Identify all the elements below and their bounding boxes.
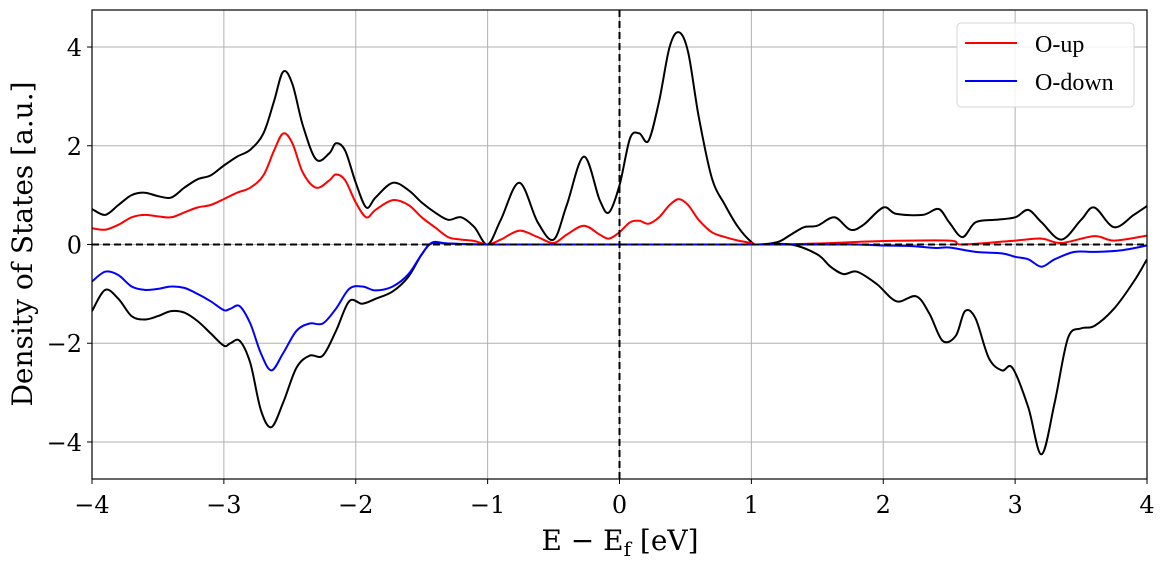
x-tick-label: −4 xyxy=(74,491,109,519)
series-line-o-down xyxy=(92,240,1147,372)
reference-lines xyxy=(92,10,1147,479)
y-tick-label: −2 xyxy=(47,330,82,358)
y-tick-label: 4 xyxy=(67,34,82,62)
y-tick-label: 2 xyxy=(67,133,82,161)
x-tick-label: −2 xyxy=(338,491,373,519)
series-line-total-up xyxy=(92,31,1147,246)
x-tick-label: 4 xyxy=(1139,491,1154,519)
x-tick-label: 3 xyxy=(1007,491,1022,519)
y-axis-label: Density of States [a.u.] xyxy=(6,81,39,406)
x-axis-label: E − Ef [eV] xyxy=(541,524,698,561)
legend-label-o-up: O-up xyxy=(1035,32,1084,58)
x-tick-label: 0 xyxy=(612,491,627,519)
y-tick-label: −4 xyxy=(47,429,82,457)
y-tick-label: 0 xyxy=(67,232,82,260)
legend: O-up O-down xyxy=(956,22,1135,108)
x-tick-label: −1 xyxy=(470,491,505,519)
y-axis-ticks: −4 −2 0 2 4 xyxy=(47,34,92,457)
series-lines xyxy=(92,31,1147,456)
x-tick-label: 1 xyxy=(744,491,759,519)
legend-label-o-down: O-down xyxy=(1035,70,1114,96)
x-tick-label: 2 xyxy=(876,491,891,519)
x-tick-label: −3 xyxy=(206,491,241,519)
x-axis-ticks: −4 −3 −2 −1 0 1 2 3 4 xyxy=(74,479,1155,519)
